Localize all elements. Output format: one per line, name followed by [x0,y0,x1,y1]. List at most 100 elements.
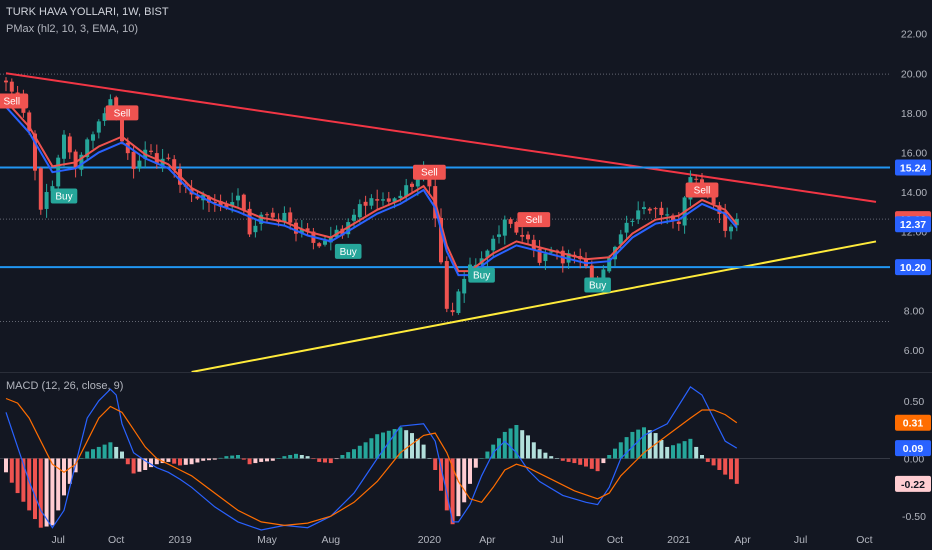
macd-histogram-bar [85,451,90,459]
pmax-indicator-title[interactable]: PMax (hl2, 10, 3, EMA, 10) [6,23,139,35]
candle-body [96,121,101,133]
candle-body [91,134,95,141]
price-axis-tick: 8.00 [904,306,925,318]
macd-histogram-bar [491,444,496,459]
macd-histogram-bar [543,452,548,459]
support-trendline [191,240,877,373]
macd-histogram-bar [630,431,635,459]
macd-histogram-bar [131,458,136,474]
candle-body [230,202,235,207]
candle-body [282,212,287,222]
candle-body [352,214,356,221]
macd-histogram-bar [282,456,287,459]
candle-body [676,221,681,224]
candle-body [207,196,211,203]
candle-body [514,221,519,233]
sell-signal-marker [685,182,719,198]
macd-histogram-bar [404,430,409,459]
candle-body [601,269,606,283]
candle-body [62,134,66,159]
axis-value-tag [895,216,931,233]
time-axis-tick: Aug [321,534,340,546]
macd-histogram-bar [56,458,61,511]
macd-histogram-bar [218,457,223,459]
price-axis-tick: 16.00 [901,147,927,159]
macd-histogram-bar [323,458,327,463]
macd-histogram-bar [734,458,739,484]
macd-histogram-bar [91,449,95,459]
candle-body [642,207,646,209]
time-axis-tick: Apr [479,534,496,546]
macd-histogram-bar [178,458,182,466]
symbol-title[interactable]: TURK HAVA YOLLARI, 1W, BIST [6,6,169,18]
macd-histogram-bar [555,458,559,459]
axis-value-tag [895,440,931,457]
candle-body [317,243,322,247]
axis-value-tag-label: 12.37 [900,219,926,231]
macd-histogram-bar [189,458,194,465]
macd-histogram-bar [700,455,704,459]
macd-histogram-bar [96,446,101,459]
macd-histogram-bar [647,430,652,459]
candle-body [723,211,728,231]
macd-histogram-bar [642,427,646,459]
time-axis-tick: Jul [51,534,64,546]
candle-body [125,142,130,154]
candle-body [607,257,612,272]
candle-body [247,208,252,235]
candle-body [241,194,246,211]
macd-histogram-bar [236,455,240,459]
axis-value-tag [895,259,931,276]
macd-histogram-bar [450,458,455,525]
buy-signal-marker [50,188,78,204]
candle-body [410,183,414,187]
macd-axis-tick: 0.50 [904,396,925,408]
axis-value-tag-label: 15.24 [900,162,926,174]
candle-body [717,205,722,214]
candle-body [323,240,327,245]
macd-histogram-bar [305,456,310,459]
macd-histogram-bar [694,446,699,459]
macd-indicator-title[interactable]: MACD (12, 26, close, 9) [6,380,124,392]
time-axis-tick: Oct [607,534,623,546]
time-axis-tick: 2021 [667,534,691,546]
macd-histogram-bar [421,444,426,459]
pmax-line [5,100,738,273]
macd-histogram-bar [369,438,374,459]
macd-histogram-bar [636,429,641,459]
macd-histogram-bar [357,445,362,459]
macd-histogram-bar [479,458,484,459]
macd-histogram-bar [166,458,171,462]
candle-body [491,238,496,251]
candle-body [224,204,229,209]
macd-histogram-bar [688,438,693,459]
candle-body [38,168,43,210]
macd-histogram-bar [392,429,397,459]
macd-axis-tick: 0.00 [904,453,925,465]
macd-histogram-bar [439,458,443,491]
macd-histogram-bar [624,437,629,459]
candle-body [172,159,177,171]
price-axis-tick: 14.00 [901,187,927,199]
candle-body [131,151,136,169]
macd-histogram-bar [549,456,554,459]
candle-body [694,178,699,180]
macd-histogram-bar [33,458,37,520]
ema-line [5,106,738,277]
candle-body [120,114,124,142]
candle-body [44,192,49,209]
candle-body [259,214,264,224]
macd-histogram-bar [363,442,368,459]
resistance-trendline [5,72,877,203]
macd-histogram-bar [520,430,525,459]
sell-signal-marker [413,164,446,180]
candle-body [67,136,72,153]
macd-histogram-bar [717,458,722,470]
macd-histogram-bar [137,458,142,472]
macd-histogram-bar [21,458,26,502]
macd-histogram-bar [729,458,733,480]
macd-histogram-bar [259,458,264,462]
macd-histogram-bar [183,458,188,465]
macd-histogram-bar [456,458,461,517]
